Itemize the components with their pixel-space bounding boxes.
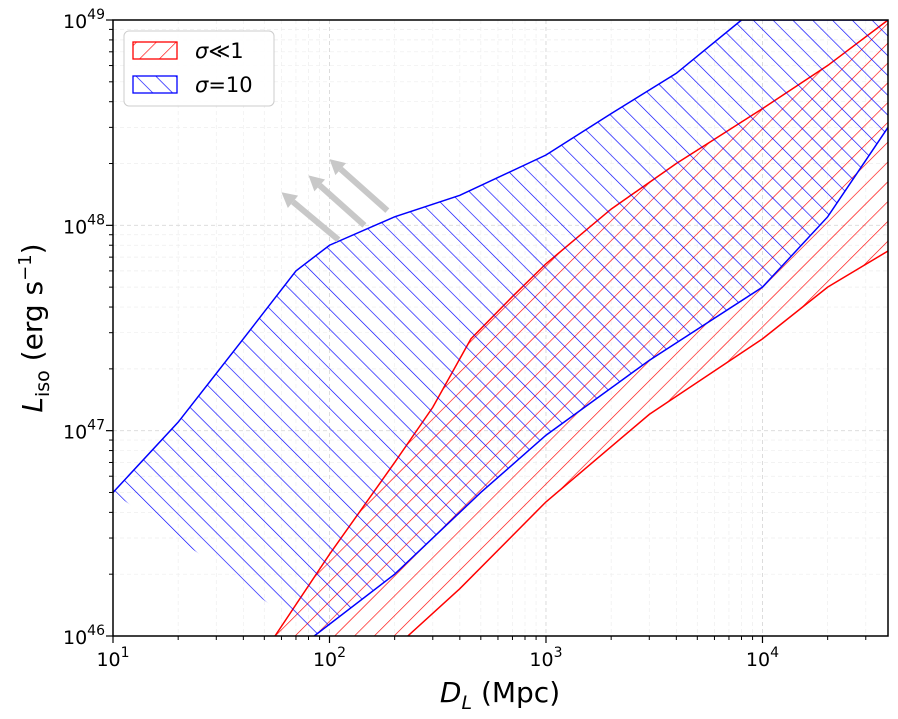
arrow-shaft-2 <box>338 166 390 213</box>
arrow-shaft-1 <box>317 183 367 228</box>
arrow-head-2 <box>329 159 347 176</box>
x-tick-label: 102 <box>313 645 346 671</box>
y-tick-label: 1047 <box>63 418 105 444</box>
plot-frame <box>112 19 889 637</box>
x-tick-label: 101 <box>96 645 129 671</box>
x-axis-title: DL (Mpc) <box>440 676 560 714</box>
x-tick-label: 104 <box>746 645 779 671</box>
series-layer <box>113 20 888 636</box>
arrow-head-0 <box>281 192 299 208</box>
y-tick-label: 1048 <box>63 212 105 238</box>
legend-label-sigma-10: σ=10 <box>195 73 253 97</box>
band-lower-edge-1 <box>313 126 888 636</box>
arrow-shaft-0 <box>291 199 341 243</box>
x-tick-label: 103 <box>529 645 562 671</box>
y-axis-ticks: 1046 1047 1048 1049 <box>63 7 113 649</box>
arrow-head-1 <box>308 175 326 192</box>
y-tick-label: 1049 <box>63 7 105 33</box>
legend-label-sigma-small: σ≪1 <box>195 39 244 63</box>
y-axis-title: Liso (erg s−1) <box>15 243 54 412</box>
band-fill-1 <box>113 20 888 636</box>
legend: σ≪1 σ=10 <box>123 30 275 107</box>
band-lower-edge-0 <box>407 250 888 636</box>
legend-swatch-sigma-10 <box>132 75 178 94</box>
y-tick-label: 1046 <box>63 623 105 649</box>
band-upper-edge-1 <box>113 20 888 493</box>
legend-swatch-sigma-small <box>132 41 178 60</box>
x-axis-ticks: 101 102 103 104 <box>96 636 779 671</box>
annotation-arrows <box>281 159 390 243</box>
